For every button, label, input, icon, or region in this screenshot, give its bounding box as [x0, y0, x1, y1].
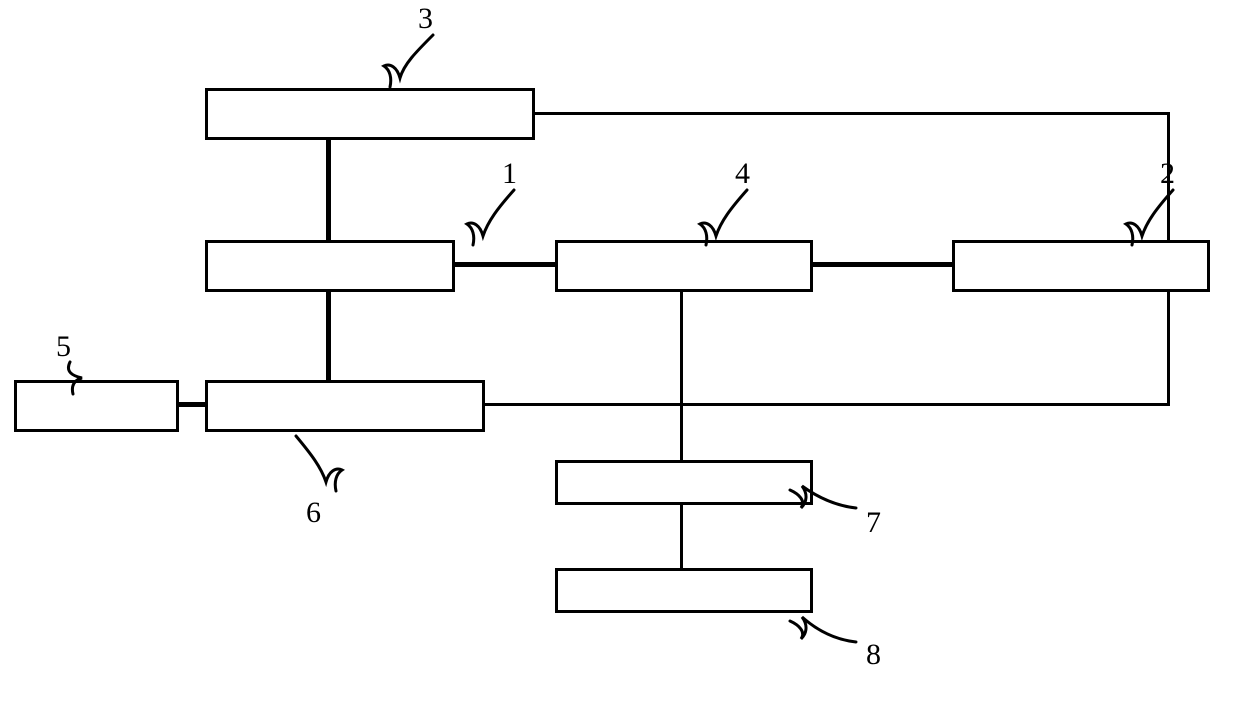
label-7: 7 — [866, 508, 881, 538]
label-2: 2 — [1160, 159, 1175, 189]
label-3: 3 — [418, 4, 433, 34]
leader-lines — [0, 0, 1240, 712]
leader-l3 — [384, 35, 433, 87]
label-4: 4 — [735, 159, 750, 189]
diagram-stage: 1 2 3 4 5 6 7 8 — [0, 0, 1240, 712]
leader-l4 — [700, 190, 747, 245]
leader-l8 — [790, 617, 856, 642]
leader-l1 — [467, 190, 514, 245]
leader-l5 — [68, 362, 82, 394]
leader-l2 — [1126, 190, 1173, 245]
label-6: 6 — [306, 498, 321, 528]
label-8: 8 — [866, 640, 881, 670]
leader-l7 — [790, 486, 856, 508]
label-1: 1 — [502, 159, 517, 189]
label-5: 5 — [56, 332, 71, 362]
leader-l6 — [296, 436, 342, 491]
